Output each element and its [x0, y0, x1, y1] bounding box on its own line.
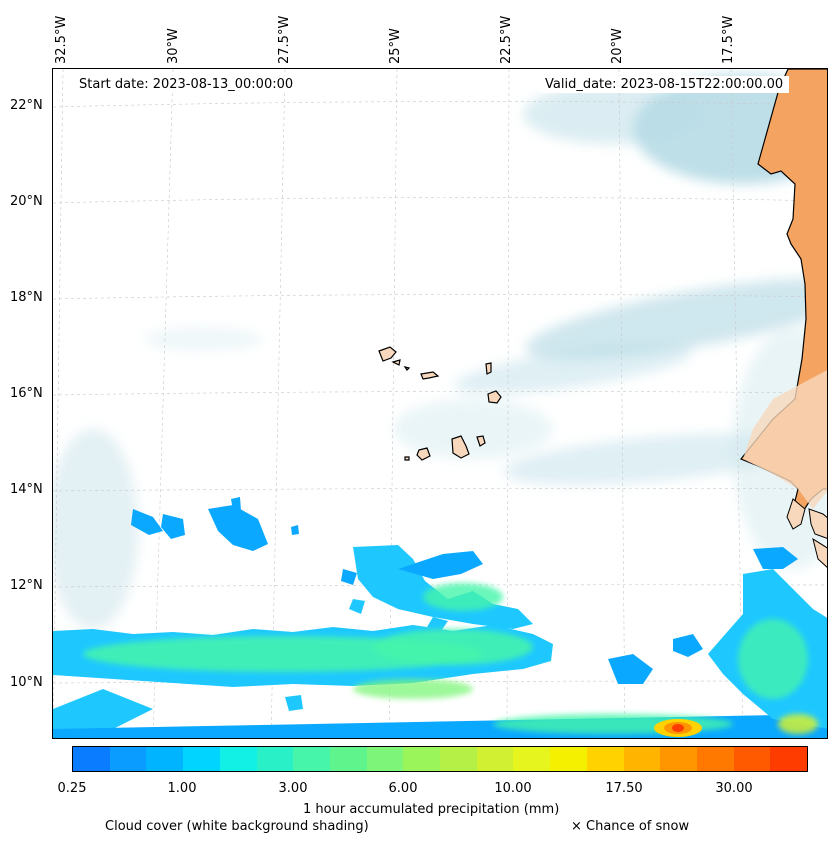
colorbar-segment [476, 747, 514, 771]
colorbar-segment [586, 747, 624, 771]
colorbar-tick-3-00: 3.00 [278, 781, 308, 796]
colorbar-segment [403, 747, 441, 771]
colorbar-segment [146, 747, 184, 771]
map-canvas [53, 69, 827, 738]
lon-label-30w: 30°W [166, 28, 181, 64]
colorbar-tick-6-00: 6.00 [388, 781, 418, 796]
lat-label-22n: 22°N [10, 98, 43, 113]
colorbar-segment [183, 747, 220, 771]
lat-label-14n: 14°N [10, 482, 43, 497]
snow-note: × Chance of snow [571, 819, 690, 834]
colorbar-segment [256, 747, 294, 771]
colorbar-segment [109, 747, 147, 771]
lon-label-27-5w: 27.5°W [277, 15, 292, 64]
lat-label-16n: 16°N [10, 386, 43, 401]
colorbar-segment [623, 747, 661, 771]
valid-date-label: Valid_date: 2023-08-15T22:00:00.00 [539, 76, 790, 93]
lon-label-17-5w: 17.5°W [721, 15, 736, 64]
lon-label-20w: 20°W [610, 28, 625, 64]
colorbar-segment [550, 747, 587, 771]
colorbar-segment [513, 747, 551, 771]
start-date-label: Start date: 2023-08-13_00:00:00 [73, 76, 300, 93]
colorbar-segment [219, 747, 257, 771]
colorbar-segment [733, 747, 771, 771]
colorbar-tick-30-00: 30.00 [715, 781, 753, 796]
africa-land [740, 69, 827, 568]
precipitation-colorbar [72, 746, 808, 772]
lon-label-32-5w: 32.5°W [54, 15, 69, 64]
colorbar-tick-0-25: 0.25 [57, 781, 87, 796]
lon-label-25w: 25°W [388, 28, 403, 64]
colorbar-tick-1-00: 1.00 [167, 781, 197, 796]
lat-label-12n: 12°N [10, 578, 43, 593]
colorbar-segment [696, 747, 734, 771]
colorbar-tick-17-50: 17.50 [605, 781, 643, 796]
cloud-cover-note: Cloud cover (white background shading) [105, 819, 369, 834]
lat-label-10n: 10°N [10, 675, 43, 690]
colorbar-tick-10-00: 10.00 [494, 781, 532, 796]
colorbar-segment [73, 747, 110, 771]
map-panel[interactable] [52, 68, 828, 739]
colorbar-label: 1 hour accumulated precipitation (mm) [303, 802, 560, 817]
colorbar-segment [366, 747, 404, 771]
lat-label-18n: 18°N [10, 290, 43, 305]
precipitation-layer [53, 497, 827, 738]
colorbar-segment [660, 747, 697, 771]
colorbar-segment [329, 747, 367, 771]
colorbar-segment [293, 747, 330, 771]
colorbar-segment [440, 747, 477, 771]
colorbar-segment [770, 747, 808, 771]
cloud-cover-layer [53, 74, 827, 629]
lat-label-20n: 20°N [10, 194, 43, 209]
lon-label-22-5w: 22.5°W [499, 15, 514, 64]
cape-verde-islands [378, 346, 502, 461]
